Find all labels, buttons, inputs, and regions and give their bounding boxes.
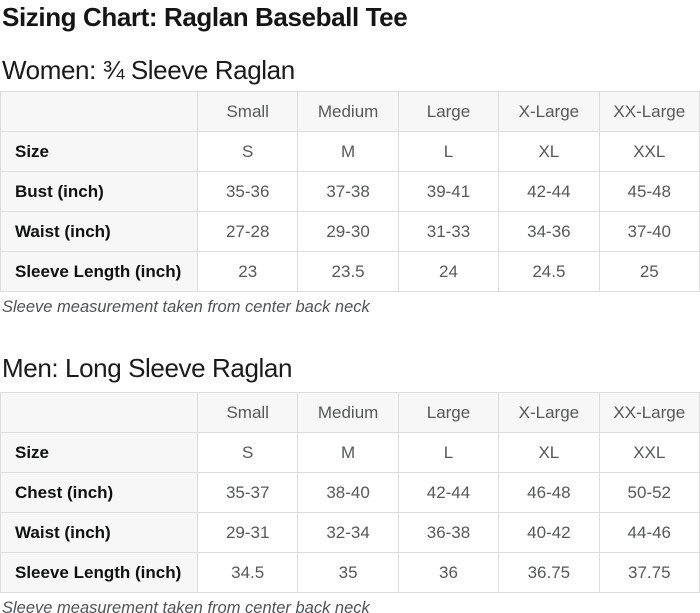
column-header: XX-Large: [598, 392, 700, 433]
row-label: Chest (inch): [0, 472, 198, 513]
table-row: Bust (inch) 35-36 37-38 39-41 42-44 45-4…: [0, 171, 700, 212]
column-header: X-Large: [498, 91, 600, 132]
women-section-heading: Women: ¾ Sleeve Raglan: [2, 55, 295, 85]
table-row: Waist (inch) 29-31 32-34 36-38 40-42 44-…: [0, 512, 700, 553]
size-cell: 23: [196, 251, 299, 292]
size-cell: L: [397, 432, 500, 473]
size-cell: 37.75: [598, 552, 700, 593]
women-size-table: Small Medium Large X-Large XX-Large Size…: [0, 91, 700, 292]
table-row: Waist (inch) 27-28 29-30 31-33 34-36 37-…: [0, 211, 700, 252]
row-label: Bust (inch): [0, 171, 198, 212]
men-section-heading: Men: Long Sleeve Raglan: [2, 353, 293, 383]
women-table-footnote: Sleeve measurement taken from center bac…: [2, 298, 370, 316]
size-cell: 24.5: [498, 251, 600, 292]
size-cell: XXL: [598, 131, 700, 172]
size-cell: S: [196, 432, 299, 473]
column-header: Large: [397, 91, 500, 132]
size-cell: 35: [297, 552, 399, 593]
row-label: Size: [0, 432, 198, 473]
size-cell: 39-41: [397, 171, 500, 212]
size-cell: S: [196, 131, 299, 172]
size-cell: 36.75: [498, 552, 600, 593]
size-cell: 34.5: [196, 552, 299, 593]
size-cell: 25: [598, 251, 700, 292]
size-cell: 35-36: [196, 171, 299, 212]
row-label: Sleeve Length (inch): [0, 251, 198, 292]
men-size-table: Small Medium Large X-Large XX-Large Size…: [0, 392, 700, 593]
size-cell: 36-38: [397, 512, 500, 553]
size-cell: 40-42: [498, 512, 600, 553]
size-cell: XL: [498, 432, 600, 473]
size-cell: 23.5: [297, 251, 399, 292]
table-header-row: Small Medium Large X-Large XX-Large: [0, 91, 700, 132]
size-cell: 35-37: [196, 472, 299, 513]
table-row: Chest (inch) 35-37 38-40 42-44 46-48 50-…: [0, 472, 700, 513]
corner-cell: [0, 392, 198, 433]
size-cell: 24: [397, 251, 500, 292]
size-cell: 50-52: [598, 472, 700, 513]
size-cell: 44-46: [598, 512, 700, 553]
size-cell: M: [297, 432, 399, 473]
size-cell: 31-33: [397, 211, 500, 252]
size-cell: L: [397, 131, 500, 172]
size-cell: 46-48: [498, 472, 600, 513]
row-label: Waist (inch): [0, 211, 198, 252]
row-label: Size: [0, 131, 198, 172]
size-cell: 36: [397, 552, 500, 593]
size-cell: XL: [498, 131, 600, 172]
table-header-row: Small Medium Large X-Large XX-Large: [0, 392, 700, 433]
column-header: Medium: [297, 392, 399, 433]
column-header: Small: [196, 91, 299, 132]
table-row: Sleeve Length (inch) 34.5 35 36 36.75 37…: [0, 552, 700, 593]
column-header: Large: [397, 392, 500, 433]
table-row: Size S M L XL XXL: [0, 432, 700, 473]
size-cell: XXL: [598, 432, 700, 473]
size-cell: 37-40: [598, 211, 700, 252]
size-cell: 37-38: [297, 171, 399, 212]
row-label: Waist (inch): [0, 512, 198, 553]
size-cell: 42-44: [397, 472, 500, 513]
size-cell: 29-30: [297, 211, 399, 252]
table-row: Sleeve Length (inch) 23 23.5 24 24.5 25: [0, 251, 700, 292]
row-label: Sleeve Length (inch): [0, 552, 198, 593]
column-header: X-Large: [498, 392, 600, 433]
corner-cell: [0, 91, 198, 132]
column-header: XX-Large: [598, 91, 700, 132]
size-cell: 27-28: [196, 211, 299, 252]
men-table-footnote: Sleeve measurement taken from center bac…: [2, 599, 370, 613]
table-row: Size S M L XL XXL: [0, 131, 700, 172]
size-cell: 42-44: [498, 171, 600, 212]
column-header: Medium: [297, 91, 399, 132]
size-cell: 29-31: [196, 512, 299, 553]
size-cell: M: [297, 131, 399, 172]
size-cell: 32-34: [297, 512, 399, 553]
size-cell: 38-40: [297, 472, 399, 513]
page-title: Sizing Chart: Raglan Baseball Tee: [2, 2, 408, 32]
size-cell: 34-36: [498, 211, 600, 252]
column-header: Small: [196, 392, 299, 433]
size-cell: 45-48: [598, 171, 700, 212]
